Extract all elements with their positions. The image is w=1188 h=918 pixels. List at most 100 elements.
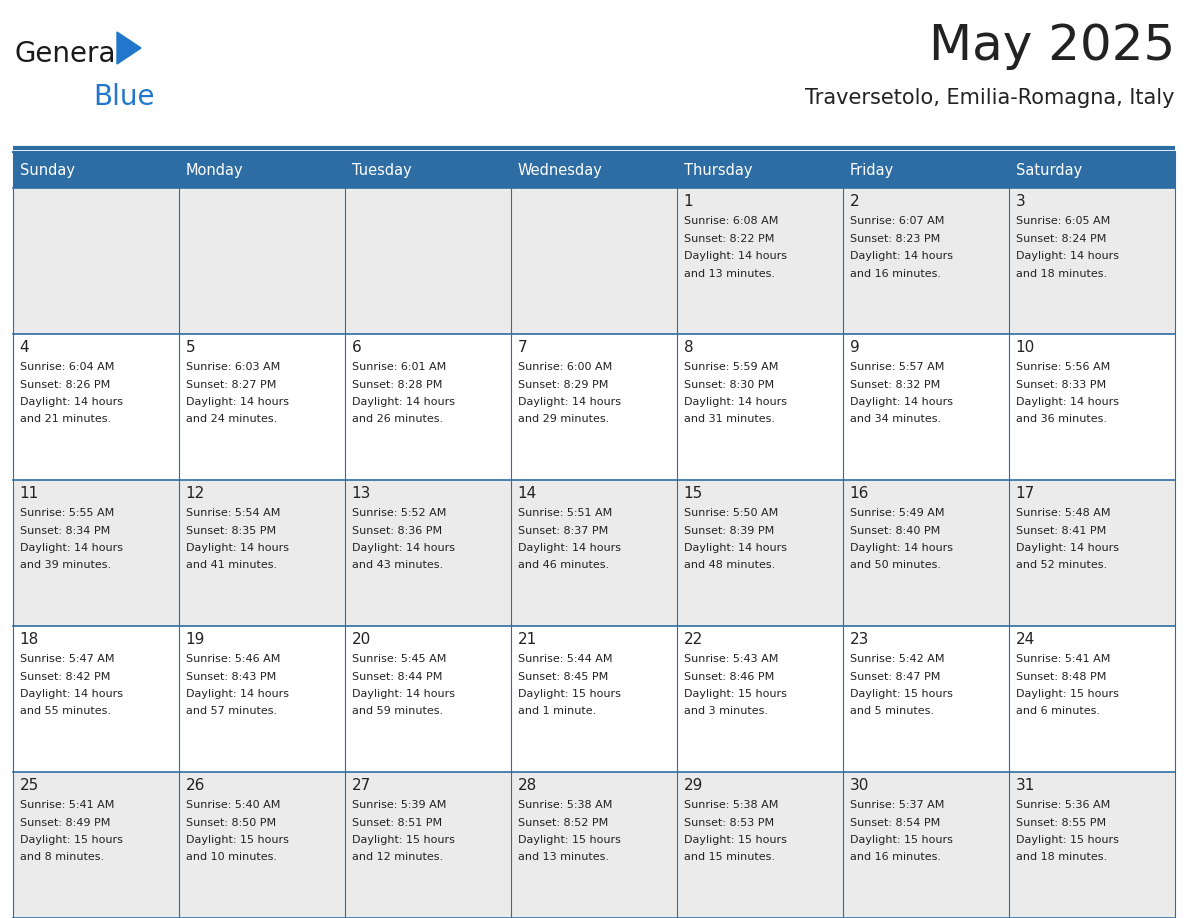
- Text: 31: 31: [1016, 778, 1035, 793]
- Text: Sunrise: 5:59 AM: Sunrise: 5:59 AM: [683, 362, 778, 372]
- Text: Daylight: 14 hours: Daylight: 14 hours: [185, 397, 289, 407]
- Text: 20: 20: [352, 632, 371, 647]
- Bar: [677, 152, 843, 188]
- Text: 18: 18: [20, 632, 39, 647]
- Text: Sunrise: 5:41 AM: Sunrise: 5:41 AM: [20, 800, 114, 810]
- Text: Sunset: 8:53 PM: Sunset: 8:53 PM: [683, 818, 773, 827]
- Text: Sunrise: 5:36 AM: Sunrise: 5:36 AM: [1016, 800, 1110, 810]
- Text: Sunrise: 5:54 AM: Sunrise: 5:54 AM: [185, 508, 280, 518]
- Text: Sunrise: 6:08 AM: Sunrise: 6:08 AM: [683, 216, 778, 226]
- Text: Sunset: 8:43 PM: Sunset: 8:43 PM: [185, 671, 276, 681]
- Text: and 29 minutes.: and 29 minutes.: [518, 415, 609, 424]
- Text: Daylight: 14 hours: Daylight: 14 hours: [849, 543, 953, 553]
- Text: Saturday: Saturday: [1016, 162, 1082, 177]
- Text: Sunset: 8:33 PM: Sunset: 8:33 PM: [1016, 379, 1106, 389]
- Text: 1: 1: [683, 194, 694, 209]
- Text: Daylight: 14 hours: Daylight: 14 hours: [518, 543, 620, 553]
- Text: Blue: Blue: [93, 83, 154, 111]
- Text: Daylight: 14 hours: Daylight: 14 hours: [352, 397, 455, 407]
- Text: 19: 19: [185, 632, 206, 647]
- Text: 13: 13: [352, 486, 371, 501]
- Text: Sunrise: 5:41 AM: Sunrise: 5:41 AM: [1016, 654, 1110, 664]
- Text: Sunset: 8:40 PM: Sunset: 8:40 PM: [849, 525, 940, 535]
- Text: Sunset: 8:49 PM: Sunset: 8:49 PM: [20, 818, 110, 827]
- Text: and 12 minutes.: and 12 minutes.: [352, 853, 443, 863]
- Text: Daylight: 14 hours: Daylight: 14 hours: [683, 251, 786, 261]
- Bar: [13, 334, 1175, 480]
- Text: and 18 minutes.: and 18 minutes.: [1016, 853, 1107, 863]
- Text: and 16 minutes.: and 16 minutes.: [849, 268, 941, 278]
- Text: 2: 2: [849, 194, 859, 209]
- Text: Sunrise: 6:07 AM: Sunrise: 6:07 AM: [849, 216, 944, 226]
- Text: Sunset: 8:47 PM: Sunset: 8:47 PM: [849, 671, 940, 681]
- Text: Daylight: 14 hours: Daylight: 14 hours: [352, 689, 455, 699]
- Text: and 50 minutes.: and 50 minutes.: [849, 561, 941, 570]
- Text: Sunrise: 5:56 AM: Sunrise: 5:56 AM: [1016, 362, 1110, 372]
- Text: Sunset: 8:36 PM: Sunset: 8:36 PM: [352, 525, 442, 535]
- Text: Sunset: 8:30 PM: Sunset: 8:30 PM: [683, 379, 773, 389]
- Bar: [13, 480, 1175, 626]
- Text: Sunset: 8:28 PM: Sunset: 8:28 PM: [352, 379, 442, 389]
- Text: and 13 minutes.: and 13 minutes.: [518, 853, 608, 863]
- Text: Sunrise: 5:42 AM: Sunrise: 5:42 AM: [849, 654, 944, 664]
- Text: Daylight: 14 hours: Daylight: 14 hours: [20, 689, 122, 699]
- Text: 17: 17: [1016, 486, 1035, 501]
- Text: General: General: [15, 40, 125, 68]
- Text: Daylight: 14 hours: Daylight: 14 hours: [1016, 397, 1119, 407]
- Text: Daylight: 15 hours: Daylight: 15 hours: [1016, 835, 1119, 845]
- Text: Daylight: 14 hours: Daylight: 14 hours: [849, 251, 953, 261]
- Text: Sunday: Sunday: [20, 162, 75, 177]
- Text: Daylight: 14 hours: Daylight: 14 hours: [185, 543, 289, 553]
- Text: and 59 minutes.: and 59 minutes.: [352, 707, 443, 717]
- Text: Sunset: 8:37 PM: Sunset: 8:37 PM: [518, 525, 608, 535]
- Text: 27: 27: [352, 778, 371, 793]
- Text: Daylight: 14 hours: Daylight: 14 hours: [185, 689, 289, 699]
- Text: 26: 26: [185, 778, 206, 793]
- Text: Sunrise: 5:38 AM: Sunrise: 5:38 AM: [518, 800, 612, 810]
- Text: Sunset: 8:45 PM: Sunset: 8:45 PM: [518, 671, 608, 681]
- Text: Daylight: 14 hours: Daylight: 14 hours: [518, 397, 620, 407]
- Text: Sunset: 8:46 PM: Sunset: 8:46 PM: [683, 671, 773, 681]
- Text: and 43 minutes.: and 43 minutes.: [352, 561, 443, 570]
- Text: Sunrise: 5:47 AM: Sunrise: 5:47 AM: [20, 654, 114, 664]
- Text: and 3 minutes.: and 3 minutes.: [683, 707, 767, 717]
- Text: and 10 minutes.: and 10 minutes.: [185, 853, 277, 863]
- Text: 8: 8: [683, 340, 694, 355]
- Text: 12: 12: [185, 486, 204, 501]
- Text: Daylight: 14 hours: Daylight: 14 hours: [1016, 251, 1119, 261]
- Text: Sunrise: 6:01 AM: Sunrise: 6:01 AM: [352, 362, 446, 372]
- Text: and 48 minutes.: and 48 minutes.: [683, 561, 775, 570]
- Bar: [13, 152, 179, 188]
- Text: Sunrise: 5:45 AM: Sunrise: 5:45 AM: [352, 654, 446, 664]
- Text: 25: 25: [20, 778, 39, 793]
- Text: Sunrise: 5:57 AM: Sunrise: 5:57 AM: [849, 362, 944, 372]
- Text: and 39 minutes.: and 39 minutes.: [20, 561, 110, 570]
- Text: Daylight: 14 hours: Daylight: 14 hours: [683, 543, 786, 553]
- Text: Sunset: 8:55 PM: Sunset: 8:55 PM: [1016, 818, 1106, 827]
- Text: 9: 9: [849, 340, 859, 355]
- Text: Daylight: 15 hours: Daylight: 15 hours: [683, 689, 786, 699]
- Text: 29: 29: [683, 778, 703, 793]
- Text: Sunset: 8:52 PM: Sunset: 8:52 PM: [518, 818, 608, 827]
- Text: Daylight: 15 hours: Daylight: 15 hours: [518, 835, 620, 845]
- Text: 24: 24: [1016, 632, 1035, 647]
- Text: 5: 5: [185, 340, 195, 355]
- Text: Sunset: 8:39 PM: Sunset: 8:39 PM: [683, 525, 773, 535]
- Text: Sunrise: 5:38 AM: Sunrise: 5:38 AM: [683, 800, 778, 810]
- Text: and 57 minutes.: and 57 minutes.: [185, 707, 277, 717]
- Text: Sunset: 8:32 PM: Sunset: 8:32 PM: [849, 379, 940, 389]
- Text: and 13 minutes.: and 13 minutes.: [683, 268, 775, 278]
- Text: 28: 28: [518, 778, 537, 793]
- Text: Daylight: 15 hours: Daylight: 15 hours: [20, 835, 122, 845]
- Text: and 18 minutes.: and 18 minutes.: [1016, 268, 1107, 278]
- Text: 7: 7: [518, 340, 527, 355]
- Text: Sunrise: 5:39 AM: Sunrise: 5:39 AM: [352, 800, 446, 810]
- Text: Sunrise: 5:50 AM: Sunrise: 5:50 AM: [683, 508, 778, 518]
- Text: Friday: Friday: [849, 162, 893, 177]
- Text: Sunset: 8:51 PM: Sunset: 8:51 PM: [352, 818, 442, 827]
- Text: Daylight: 14 hours: Daylight: 14 hours: [20, 543, 122, 553]
- Text: Daylight: 15 hours: Daylight: 15 hours: [849, 689, 953, 699]
- Text: Sunrise: 5:55 AM: Sunrise: 5:55 AM: [20, 508, 114, 518]
- Text: Daylight: 14 hours: Daylight: 14 hours: [20, 397, 122, 407]
- Text: Sunrise: 6:00 AM: Sunrise: 6:00 AM: [518, 362, 612, 372]
